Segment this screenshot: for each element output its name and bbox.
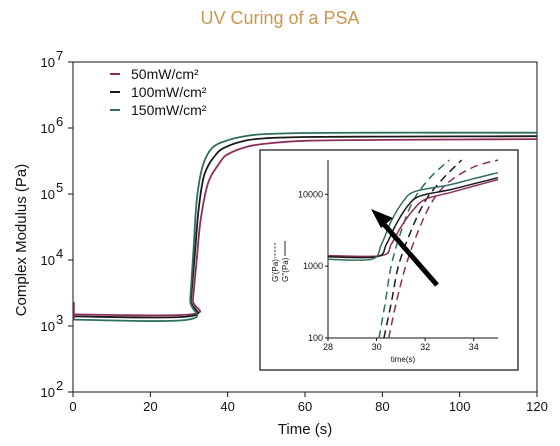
- y-tick-label: 10: [41, 385, 55, 400]
- y-tick-label: 10: [41, 253, 55, 268]
- x-tick-label: 20: [143, 399, 157, 414]
- inset-arrow-head: [371, 209, 393, 228]
- inset-x-tick-label: 32: [420, 342, 430, 352]
- x-tick-label: 120: [526, 399, 548, 414]
- inset-chart: 28 30 32 34 100 1000 10000 time(s) G'(Pa) G''(Pa): [259, 149, 519, 371]
- y-tick-exponent: 6: [56, 114, 63, 129]
- inset-series-3: [327, 178, 499, 258]
- inset-series-4: [327, 176, 499, 259]
- inset-y-tick-label: 100: [308, 333, 323, 343]
- x-tick-label: 100: [449, 399, 471, 414]
- legend: 50mW/cm² 100mW/cm² 150mW/cm²: [110, 66, 207, 118]
- inset-y-tick-label: 1000: [303, 261, 323, 271]
- inset-series-0: [387, 159, 499, 339]
- y-tick-label: 10: [41, 121, 55, 136]
- chart-title: UV Curing of a PSA: [200, 8, 360, 28]
- x-tick-label: 80: [375, 399, 389, 414]
- legend-label-2: 150mW/cm²: [131, 102, 207, 118]
- x-tick-label: 40: [220, 399, 234, 414]
- inset-series-5: [327, 171, 499, 262]
- inset-arrow: [371, 209, 439, 287]
- series-line-0: [72, 138, 538, 317]
- main-series-group: [72, 131, 538, 322]
- x-axis-label: Time (s): [278, 421, 332, 438]
- y-tick-exponent: 2: [56, 378, 63, 393]
- inset-y-label-gdoubleprime: G''(Pa): [281, 257, 290, 282]
- y-tick-label: 10: [41, 319, 55, 334]
- x-tick-label: 0: [69, 399, 76, 414]
- y-tick-label: 10: [41, 187, 55, 202]
- y-tick-label: 10: [41, 55, 55, 70]
- y-tick-exponent: 4: [56, 246, 63, 261]
- inset-y-label-gprime: G'(Pa): [271, 259, 280, 282]
- y-axis-label: Complex Modulus (Pa): [13, 164, 30, 317]
- inset-x-tick-label: 34: [469, 342, 479, 352]
- y-tick-exponent: 3: [56, 312, 63, 327]
- series-line-2: [72, 131, 537, 322]
- inset-y-tick-label: 10000: [298, 189, 323, 199]
- legend-label-0: 50mW/cm²: [131, 66, 199, 82]
- x-tick-label: 60: [298, 399, 312, 414]
- y-tick-exponent: 7: [56, 48, 63, 63]
- inset-series-2: [378, 159, 450, 339]
- inset-x-tick-label: 30: [372, 342, 382, 352]
- inset-arrow-shaft: [380, 220, 439, 287]
- inset-series-1: [383, 159, 463, 339]
- legend-label-1: 100mW/cm²: [131, 84, 207, 100]
- inset-x-label: time(s): [391, 355, 416, 364]
- y-tick-exponent: 5: [56, 180, 63, 195]
- inset-x-tick-label: 28: [323, 342, 333, 352]
